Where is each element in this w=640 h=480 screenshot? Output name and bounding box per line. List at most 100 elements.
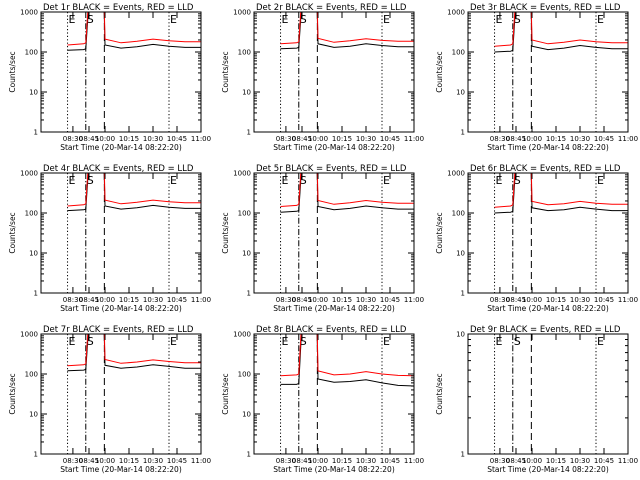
x-tick-label: 10:00 xyxy=(308,457,328,465)
lld-series-line xyxy=(67,334,201,367)
x-tick-label: 08:45 xyxy=(292,135,312,143)
event-marker-label: E xyxy=(69,335,76,348)
x-tick-label: 08:30 xyxy=(490,296,510,304)
y-tick-label: 10 xyxy=(456,89,465,97)
panel-title: Det 3r BLACK = Events, RED = LLD xyxy=(470,3,621,13)
y-tick-label: 100 xyxy=(452,49,465,57)
plot-frame xyxy=(40,11,202,133)
x-tick-label: 10:00 xyxy=(95,135,115,143)
x-tick-label: 10:45 xyxy=(380,296,400,304)
x-axis-label: Start Time (20-Mar-14 08:22:20) xyxy=(60,143,182,152)
x-tick-label: 08:45 xyxy=(506,457,526,465)
x-axis-label: Start Time (20-Mar-14 08:22:20) xyxy=(273,465,395,474)
y-tick-label: 1 xyxy=(461,290,465,298)
x-tick-label: 10:30 xyxy=(143,135,163,143)
y-tick-label: 10 xyxy=(242,89,251,97)
event-marker-label: E xyxy=(282,13,289,26)
events-series-line xyxy=(494,173,628,214)
y-tick-label: 1000 xyxy=(233,170,251,178)
panel-title: Det 4r BLACK = Events, RED = LLD xyxy=(43,164,194,174)
panel-title: Det 5r BLACK = Events, RED = LLD xyxy=(256,164,407,174)
y-tick-label: 1000 xyxy=(233,331,251,339)
plot-frame xyxy=(467,172,629,294)
y-tick-label: 100 xyxy=(238,371,251,379)
x-tick-label: 10:15 xyxy=(119,296,139,304)
panel-title: Det 2r BLACK = Events, RED = LLD xyxy=(256,3,407,13)
y-axis-label: Counts/sec xyxy=(221,212,230,253)
y-tick-label: 10 xyxy=(242,411,251,419)
x-tick-label: 11:00 xyxy=(404,135,424,143)
x-tick-label: 10:00 xyxy=(522,457,542,465)
event-marker-label: S xyxy=(87,13,94,26)
lld-series-line xyxy=(280,173,414,207)
x-axis-label: Start Time (20-Mar-14 08:22:20) xyxy=(487,465,609,474)
x-tick-label: 11:00 xyxy=(618,457,638,465)
y-tick-label: 1 xyxy=(34,290,38,298)
x-tick-label: 08:45 xyxy=(506,135,526,143)
y-tick-label: 100 xyxy=(238,49,251,57)
panel-title: Det 1r BLACK = Events, RED = LLD xyxy=(43,3,194,13)
y-tick-label: 1000 xyxy=(447,170,465,178)
x-tick-label: 10:00 xyxy=(308,135,328,143)
x-tick-label: 10:30 xyxy=(570,457,590,465)
panel-title: Det 9r BLACK = Events, RED = LLD xyxy=(470,325,621,335)
x-tick-label: 10:45 xyxy=(380,457,400,465)
x-tick-label: 08:45 xyxy=(506,296,526,304)
x-tick-label: 10:15 xyxy=(332,457,352,465)
x-axis-label: Start Time (20-Mar-14 08:22:20) xyxy=(60,465,182,474)
events-series-line xyxy=(67,334,201,372)
lld-series-line xyxy=(494,12,628,47)
y-tick-label: 10 xyxy=(242,250,251,258)
x-axis-label: Start Time (20-Mar-14 08:22:20) xyxy=(273,304,395,313)
event-marker-label: S xyxy=(514,174,521,187)
panel-title: Det 8r BLACK = Events, RED = LLD xyxy=(256,325,407,335)
event-marker-label: E xyxy=(383,335,390,348)
x-tick-label: 10:45 xyxy=(380,135,400,143)
plot-frame xyxy=(40,172,202,294)
y-axis-label: Counts/sec xyxy=(8,373,17,414)
events-series-line xyxy=(494,12,628,53)
y-tick-label: 1 xyxy=(461,129,465,137)
x-tick-label: 08:30 xyxy=(490,457,510,465)
x-tick-label: 08:30 xyxy=(276,296,296,304)
event-marker-label: E xyxy=(69,174,76,187)
x-tick-label: 10:45 xyxy=(167,135,187,143)
event-marker-label: S xyxy=(300,174,307,187)
y-tick-label: 10 xyxy=(29,411,38,419)
x-tick-label: 10:45 xyxy=(594,296,614,304)
x-tick-label: 10:45 xyxy=(594,457,614,465)
plot-frame xyxy=(253,333,415,455)
events-series-line xyxy=(67,173,201,212)
x-tick-label: 11:00 xyxy=(191,135,211,143)
x-tick-label: 08:30 xyxy=(276,457,296,465)
x-tick-label: 10:30 xyxy=(570,135,590,143)
lld-series-line xyxy=(67,12,201,46)
x-tick-label: 10:15 xyxy=(546,296,566,304)
y-tick-label: 1000 xyxy=(20,331,38,339)
plot-frame xyxy=(253,11,415,133)
y-tick-label: 10 xyxy=(29,250,38,258)
event-marker-label: S xyxy=(514,13,521,26)
x-tick-label: 08:30 xyxy=(63,296,83,304)
x-tick-label: 08:45 xyxy=(79,135,99,143)
event-marker-label: E xyxy=(282,335,289,348)
x-tick-label: 08:30 xyxy=(63,457,83,465)
x-tick-label: 10:45 xyxy=(594,135,614,143)
x-tick-label: 10:00 xyxy=(522,135,542,143)
x-tick-label: 10:30 xyxy=(356,135,376,143)
x-tick-label: 10:00 xyxy=(308,296,328,304)
event-marker-label: E xyxy=(383,174,390,187)
lld-series-line xyxy=(67,173,201,207)
x-tick-label: 10:45 xyxy=(167,457,187,465)
y-axis-label: Counts/sec xyxy=(8,212,17,253)
x-tick-label: 08:45 xyxy=(292,457,312,465)
event-marker-label: E xyxy=(496,335,503,348)
event-marker-label: E xyxy=(597,174,604,187)
events-series-line xyxy=(280,334,414,387)
